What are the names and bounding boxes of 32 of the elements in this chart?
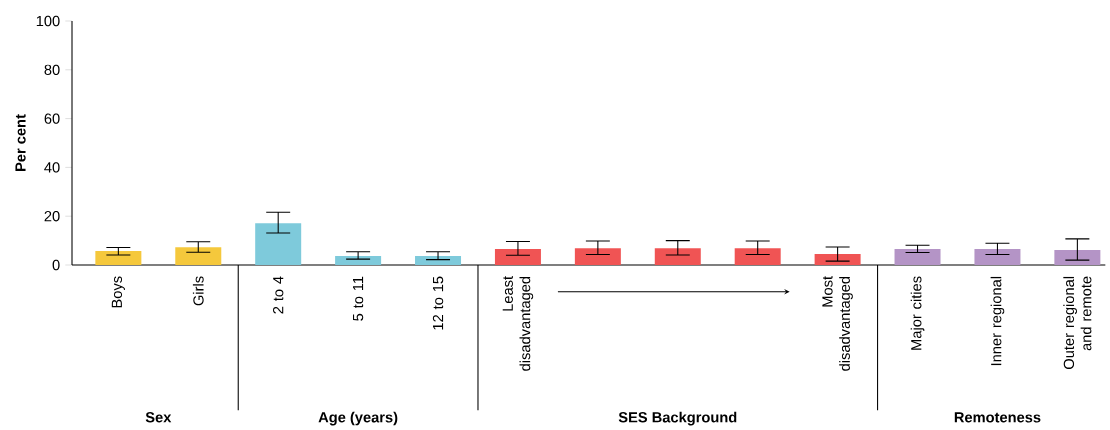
- text: SES Background: [618, 411, 737, 426]
- y-axis-title: Per cent: [15, 114, 26, 171]
- bar: [255, 223, 302, 265]
- y-tick-label: 0: [52, 259, 60, 271]
- x-tick-label: 12 to 15: [432, 276, 444, 330]
- bar: [574, 248, 621, 265]
- bar: [95, 251, 142, 265]
- y-tick-label: 60: [44, 113, 60, 124]
- bar: [654, 248, 701, 265]
- bar: [175, 247, 222, 265]
- bar: [415, 255, 462, 265]
- x-tick-label: Most disadvantaged: [822, 276, 853, 371]
- bar: [734, 248, 781, 265]
- text: Age (years): [318, 411, 398, 426]
- bar: [974, 248, 1021, 265]
- y-tick-label: 100: [36, 15, 60, 27]
- x-tick-label: Major cities: [910, 276, 925, 350]
- x-tick-label: Boys: [111, 276, 125, 308]
- x-tick-label: Outer regional and remote: [1063, 276, 1092, 369]
- x-tick-label: 5 to 11: [353, 276, 364, 321]
- x-tick-label: Inner regional: [990, 276, 1005, 366]
- x-tick-label: Least disadvantaged: [502, 276, 534, 371]
- y-tick-label: 80: [44, 64, 60, 75]
- y-tick-label: 40: [44, 162, 60, 173]
- text: Remoteness: [954, 412, 1041, 423]
- bar: [494, 248, 541, 265]
- y-tick-label: 20: [44, 211, 60, 222]
- bar: [1054, 250, 1101, 265]
- bar: [894, 248, 941, 265]
- x-tick-label: Girls: [192, 276, 204, 306]
- text: Sex: [145, 412, 172, 423]
- x-tick-label: 2 to 4: [273, 276, 284, 314]
